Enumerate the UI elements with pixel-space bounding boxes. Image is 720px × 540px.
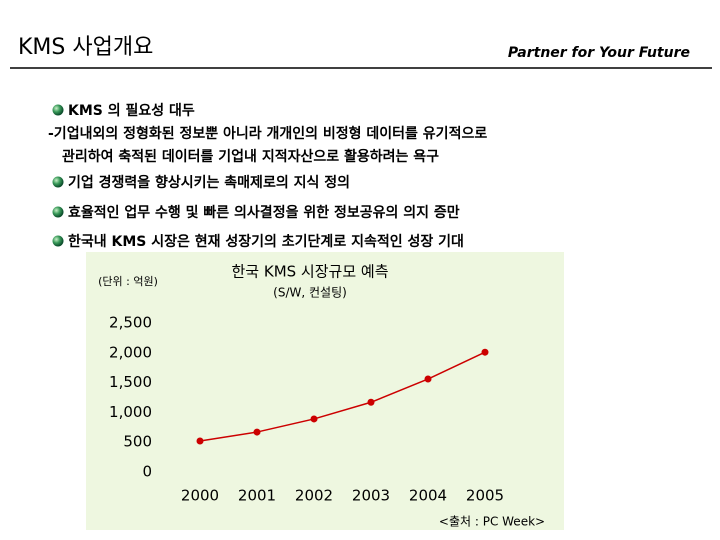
x-tick-label: 2001 [238, 487, 276, 505]
x-tick-label: 2003 [352, 487, 390, 505]
x-tick-label: 2000 [181, 487, 219, 505]
y-tick-label: 2,500 [109, 314, 152, 332]
chart-title: 한국 KMS 시장규모 예측 [231, 263, 388, 281]
bullet-text: 한국내 KMS 시장은 현재 성장기의 초기단계로 지속적인 성장 기대 [68, 233, 464, 250]
x-tick-label: 2005 [466, 487, 504, 505]
data-point [424, 375, 432, 383]
x-tick-label: 2004 [409, 487, 447, 505]
data-point [367, 398, 375, 406]
bullet-text: 기업 경쟁력을 향상시키는 촉매제로의 지식 정의 [68, 174, 350, 191]
slide-title: KMS 사업개요 [18, 35, 153, 60]
bullet-icon [52, 176, 64, 188]
x-tick-label: 2002 [295, 487, 333, 505]
source-label: <출처 : PC Week> [439, 515, 545, 529]
bullet-icon [52, 104, 64, 116]
bullet-detail: -기업내외의 정형화된 정보뿐 아니라 개개인의 비정형 데이터를 유기적으로 [48, 125, 487, 142]
bullet-detail: 관리하여 축적된 데이터를 기업내 지적자산으로 활용하려는 욕구 [62, 148, 439, 165]
chart-panel [86, 252, 564, 530]
chart-subtitle: (S/W, 컨설팅) [273, 286, 347, 300]
bullet-icon [52, 235, 64, 247]
data-point [310, 415, 318, 423]
series-line [199, 351, 486, 442]
bullet-text: KMS 의 필요성 대두 [68, 102, 195, 119]
data-point [253, 428, 261, 436]
data-point [196, 437, 204, 445]
data-point [481, 348, 489, 356]
bullet-text: 효율적인 업무 수행 및 빠른 의사결정을 위한 정보공유의 의지 증만 [68, 204, 460, 221]
y-tick-label: 1,500 [109, 373, 152, 391]
y-tick-label: 0 [142, 463, 152, 481]
unit-label: (단위 : 억원) [98, 275, 158, 288]
tagline: Partner for Your Future [508, 45, 690, 61]
bullet-icon [52, 206, 64, 218]
y-tick-label: 2,000 [109, 343, 152, 361]
y-tick-label: 500 [123, 433, 152, 451]
y-tick-label: 1,000 [109, 403, 152, 421]
